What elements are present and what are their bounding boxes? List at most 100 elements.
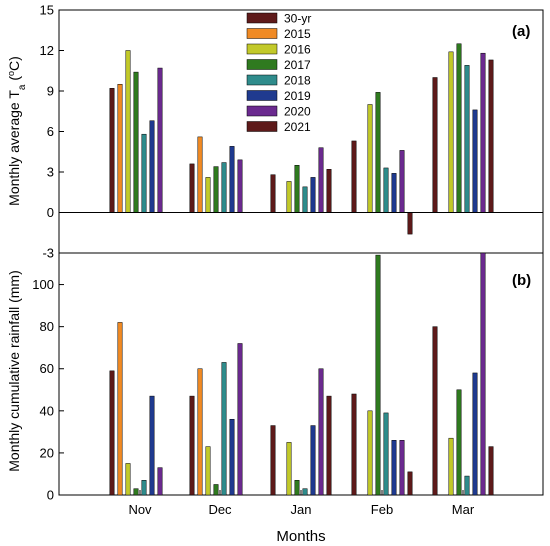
a-bar-2020-Jan: [318, 147, 324, 213]
b-bar-2020-Dec: [237, 343, 243, 496]
panel-a-bars: [109, 43, 494, 235]
b-bar-30-yr-Feb: [351, 393, 357, 496]
b-bar-2015-Dec: [197, 368, 203, 496]
legend-swatch-2017: [246, 59, 278, 70]
b-bar-2016-Dec: [205, 446, 211, 496]
b-bar-30-yr-Dec: [189, 395, 195, 496]
a-bar-2021-Mar: [488, 59, 494, 213]
a-bar-2015-Dec: [197, 136, 203, 213]
b-bar-2018-Feb: [383, 412, 389, 496]
panel-b-bars: [109, 252, 494, 496]
a-ytick-label: 6: [47, 124, 54, 139]
a-bar-2017-Nov: [133, 71, 139, 213]
panel-b-y-label: Monthly cumulative rainfall (mm): [6, 270, 22, 472]
b-ytick-label: 40: [40, 403, 54, 418]
panel-a-y-ticks: -3 0 3 6 9 12 15: [40, 3, 64, 261]
b-bar-2021-Jan: [326, 395, 332, 496]
legend-label-2015: 2015: [284, 27, 311, 41]
a-bar-2020-Mar: [480, 52, 486, 213]
panel-b-y-ticks: 0 20 40 60 80 100: [32, 277, 64, 503]
a-bar-30-yr-Mar: [432, 77, 438, 213]
a-bar-2020-Dec: [237, 159, 243, 213]
b-bar-2021-Feb: [407, 471, 413, 496]
b-ytick-label: 80: [40, 319, 54, 334]
b-bar-2019-Jan: [310, 425, 316, 496]
legend-label-2020: 2020: [284, 105, 311, 119]
b-ytick-label: 0: [47, 488, 54, 503]
panel-a-y-label: Monthly average Ta (oC): [6, 56, 28, 206]
b-ytick-label: 20: [40, 445, 54, 460]
a-bar-30-yr-Jan: [270, 174, 276, 213]
b-bar-2020-Jan: [318, 368, 324, 496]
a-bar-30-yr-Dec: [189, 163, 195, 213]
legend-label-2016: 2016: [284, 43, 311, 57]
x-tick-labels: Nov Dec Jan Feb Mar: [128, 490, 475, 517]
a-bar-2016-Mar: [448, 51, 454, 213]
a-ytick-label: 12: [40, 43, 54, 58]
b-bar-2019-Mar: [472, 372, 478, 496]
a-bar-2018-Mar: [464, 65, 470, 213]
b-ytick-label: 60: [40, 361, 54, 376]
b-bar-2019-Dec: [229, 418, 235, 496]
legend-swatch-30-yr: [246, 12, 278, 24]
a-bar-2019-Dec: [229, 146, 235, 213]
b-bar-2019-Feb: [391, 440, 397, 496]
b-bar-2018-Jan: [302, 488, 308, 496]
a-bar-2020-Feb: [399, 150, 405, 213]
a-bar-2017-Feb: [375, 92, 381, 213]
b-bar-2016-Feb: [367, 410, 373, 496]
a-bar-2016-Jan: [286, 181, 292, 213]
a-bar-2016-Dec: [205, 177, 211, 213]
a-bar-2019-Jan: [310, 177, 316, 213]
b-bar-2020-Mar: [480, 252, 486, 496]
a-bar-2017-Dec: [213, 166, 219, 213]
legend-label-30-yr: 30-yr: [284, 12, 311, 26]
a-bar-2017-Jan: [294, 165, 300, 213]
b-bar-2017-Dec: [213, 484, 219, 496]
a-ytick-label: 15: [40, 3, 54, 18]
b-bar-2020-Nov: [157, 467, 163, 496]
legend-swatch-2020: [246, 105, 278, 117]
b-bar-2018-Mar: [464, 475, 470, 496]
b-bar-2017-Jan: [294, 480, 300, 496]
a-bar-2018-Dec: [221, 162, 227, 213]
panel-b-frame: [58, 252, 544, 496]
xtick-label-Mar: Mar: [452, 502, 475, 517]
legend-label-2017: 2017: [284, 58, 311, 72]
a-bar-2021-Jan: [326, 169, 332, 213]
legend-swatch-2021: [246, 121, 278, 132]
x-axis-label: Months: [276, 528, 325, 545]
b-bar-30-yr-Jan: [270, 425, 276, 496]
legend-swatch-2016: [246, 43, 278, 55]
a-bar-30-yr-Feb: [351, 140, 357, 213]
legend-label-2019: 2019: [284, 89, 311, 103]
a-bar-2020-Nov: [157, 67, 163, 213]
a-bar-2018-Jan: [302, 186, 308, 213]
a-bar-2018-Nov: [141, 133, 147, 213]
a-bar-2021-Feb: [407, 212, 413, 235]
a-bar-30-yr-Nov: [109, 88, 115, 213]
legend-label-2018: 2018: [284, 74, 311, 88]
a-ytick-label: 0: [47, 205, 54, 220]
b-bar-2017-Nov: [133, 488, 139, 496]
a-bar-2019-Feb: [391, 173, 397, 213]
b-bar-2017-Feb: [375, 254, 381, 496]
b-bar-2018-Dec: [221, 362, 227, 496]
legend-label-2021: 2021: [284, 120, 311, 134]
legend-swatch-2019: [246, 90, 278, 101]
b-bar-2019-Nov: [149, 395, 155, 496]
b-bar-2015-Nov: [117, 322, 123, 496]
b-bar-2020-Feb: [399, 440, 405, 496]
b-ytick-label: 100: [32, 277, 54, 292]
panel-b-label: (b): [512, 272, 531, 289]
b-bar-30-yr-Nov: [109, 370, 115, 496]
xtick-label-Nov: Nov: [128, 502, 152, 517]
xtick-label-Feb: Feb: [371, 502, 393, 517]
b-bar-2016-Mar: [448, 437, 454, 496]
a-bar-2019-Nov: [149, 120, 155, 213]
b-bar-2016-Jan: [286, 442, 292, 496]
a-ytick-label: 3: [47, 165, 54, 180]
xtick-label-Dec: Dec: [208, 502, 232, 517]
